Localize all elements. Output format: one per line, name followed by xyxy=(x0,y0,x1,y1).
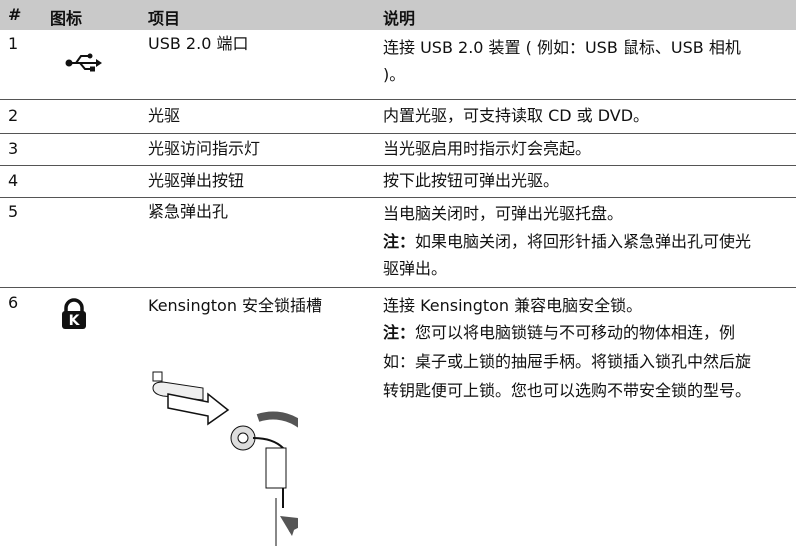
row-number: 1 xyxy=(8,34,19,53)
row-separator xyxy=(0,165,796,166)
description: 当光驱启用时指示灯会亮起。 xyxy=(383,139,592,158)
row-number: 4 xyxy=(8,171,19,190)
description: 连接 Kensington 兼容电脑安全锁。 xyxy=(383,296,643,315)
description: 按下此按钮可弹出光驱。 xyxy=(383,171,560,190)
header-cell: # xyxy=(8,5,22,24)
header-cell: 图标 xyxy=(50,9,83,28)
header-cell: 说明 xyxy=(383,9,416,28)
header-cell: 项目 xyxy=(148,9,181,28)
item: USB 2.0 端口 xyxy=(148,34,249,53)
description: 内置光驱，可支持读取 CD 或 DVD。 xyxy=(383,106,650,125)
row-separator xyxy=(0,287,796,288)
lock-illustration xyxy=(152,371,298,546)
note: 注：您可以将电脑锁链与不可移动的物体相连，例如：桌子或上锁的抽屉手柄。将锁插入锁… xyxy=(383,318,763,405)
row-number: 5 xyxy=(8,202,19,221)
row-number: 3 xyxy=(8,139,19,158)
description: 连接 USB 2.0 装置 ( 例如：USB 鼠标、USB 相机 )。 xyxy=(383,38,741,84)
table-header: # 图标 项目 说明 xyxy=(0,0,796,30)
item: 光驱访问指示灯 xyxy=(148,139,261,158)
item: 光驱 xyxy=(148,106,181,125)
note-label: 注： xyxy=(383,323,416,342)
note-text: 如果电脑关闭，将回形针插入紧急弹出孔可使光驱弹出。 xyxy=(383,232,752,278)
row-separator xyxy=(0,99,796,100)
row-number: 6 xyxy=(8,293,19,312)
svg-text:K: K xyxy=(69,313,81,329)
note-text: 您可以将电脑锁链与不可移动的物体相连，例如：桌子或上锁的抽屉手柄。将锁插入锁孔中… xyxy=(383,323,752,400)
note: 注：如果电脑关闭，将回形针插入紧急弹出孔可使光驱弹出。 xyxy=(383,228,763,282)
usb-icon xyxy=(65,53,102,72)
row-separator xyxy=(0,197,796,198)
row-separator xyxy=(0,133,796,134)
note-label: 注： xyxy=(383,232,416,251)
row-number: 2 xyxy=(8,106,19,125)
kensington-icon: K xyxy=(62,298,86,329)
description: 当电脑关闭时，可弹出光驱托盘。 xyxy=(383,204,624,223)
item: Kensington 安全锁插槽 xyxy=(148,296,323,315)
item: 光驱弹出按钮 xyxy=(148,171,245,190)
item: 紧急弹出孔 xyxy=(148,202,229,221)
